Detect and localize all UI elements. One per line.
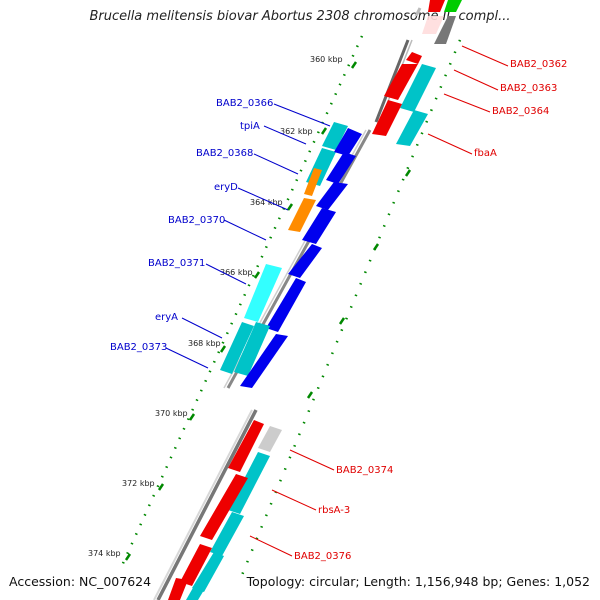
reverse-genes-lower [168, 420, 282, 600]
gene-eryD-blue[interactable] [316, 182, 348, 210]
gene-BAB2_0374-cyan[interactable] [228, 452, 270, 514]
gene-rbsA-3-cyan[interactable] [210, 512, 244, 556]
gene-fbaA-cyan[interactable] [396, 110, 428, 146]
tick-dots-right [238, 39, 462, 581]
tick-label: 364 kbp [250, 198, 283, 207]
gene-BAB2_0374-gray[interactable] [258, 426, 282, 452]
gene-BAB2_0364-cyan[interactable] [400, 64, 436, 112]
backbone-upper [374, 39, 410, 123]
gene-label: BAB2_0363 [500, 83, 557, 94]
tick-labels: 360 kbp 362 kbp 364 kbp 366 kbp 368 kbp … [88, 55, 343, 558]
gene-gray[interactable] [434, 16, 456, 44]
gene-BAB2_0362[interactable] [428, 0, 445, 12]
gene-BAB2_0371-cyan[interactable] [244, 264, 282, 322]
gene-label: BAB2_0370 [168, 215, 225, 226]
gene-tpiA-blue[interactable] [334, 128, 362, 156]
gene-eryD[interactable] [288, 198, 316, 232]
forward-genes [220, 122, 362, 388]
gene-BAB2_0366[interactable] [322, 122, 348, 150]
gene-BAB2_0364[interactable] [384, 64, 418, 100]
gene-BAB2_0371[interactable] [288, 244, 322, 278]
gene-label: BAB2_0373 [110, 342, 167, 353]
backbone-lower [156, 409, 258, 600]
gene-BAB2_0368-blue[interactable] [326, 152, 356, 184]
tick-label: 366 kbp [220, 268, 253, 277]
gene-label: rbsA-3 [318, 505, 350, 516]
forward-leader-lines [165, 103, 331, 369]
gene-label: eryD [214, 182, 238, 193]
gene-label: BAB2_0371 [148, 258, 205, 269]
gene-label: BAB2_0368 [196, 148, 253, 159]
gene-fbaA[interactable] [372, 100, 402, 136]
gene-label: BAB2_0366 [216, 98, 273, 109]
gene-BAB2_0376[interactable] [180, 544, 212, 586]
map-title: Brucella melitensis biovar Abortus 2308 … [89, 9, 511, 24]
gene-label: fbaA [474, 148, 497, 159]
gene-label: BAB2_0376 [294, 551, 351, 562]
tick-label: 360 kbp [310, 55, 343, 64]
gene-label: BAB2_0364 [492, 106, 549, 117]
major-ticks [124, 61, 412, 561]
backbone-lower-light [153, 409, 253, 600]
gene-BAB2_0370[interactable] [302, 208, 336, 244]
tick-label: 370 kbp [155, 409, 188, 418]
reverse-labels: BAB2_0362 BAB2_0363 BAB2_0364 fbaA BAB2_… [294, 59, 567, 562]
gene-label: BAB2_0374 [336, 465, 393, 476]
accession-label: Accession: NC_007624 [9, 574, 152, 589]
forward-labels: BAB2_0366 tpiA BAB2_0368 eryD BAB2_0370 … [110, 98, 273, 353]
tick-label: 372 kbp [122, 479, 155, 488]
gene-eryA-cyan[interactable] [234, 322, 270, 376]
gene-eryA[interactable] [266, 278, 306, 332]
backbone-upper-highlight [414, 7, 422, 17]
gene-BAB2_0368[interactable] [304, 168, 322, 196]
gene-bottom-red[interactable] [168, 578, 188, 600]
gene-bottom-cyan[interactable] [186, 586, 204, 600]
tick-label: 368 kbp [188, 339, 221, 348]
gene-label: tpiA [240, 121, 260, 132]
gene-BAB2_0362-b[interactable] [444, 0, 462, 12]
gene-rbsA-3[interactable] [200, 474, 248, 540]
gene-BAB2_0363[interactable] [406, 52, 422, 64]
gene-label: BAB2_0362 [510, 59, 567, 70]
topology-label: Topology: circular; Length: 1,156,948 bp… [246, 574, 590, 589]
gene-label: eryA [155, 312, 178, 323]
tick-label: 374 kbp [88, 549, 121, 558]
gene-BAB2_0373[interactable] [240, 334, 288, 388]
gene-BAB2_0376-cyan[interactable] [192, 552, 224, 592]
tick-label: 362 kbp [280, 127, 313, 136]
gene-BAB2_0374[interactable] [228, 420, 264, 472]
gene-BAB2_0362-c[interactable] [422, 16, 444, 34]
reverse-leader-lines [249, 45, 509, 557]
gene-BAB2_0373-cyan[interactable] [220, 322, 254, 374]
reverse-genes-upper [372, 0, 462, 146]
